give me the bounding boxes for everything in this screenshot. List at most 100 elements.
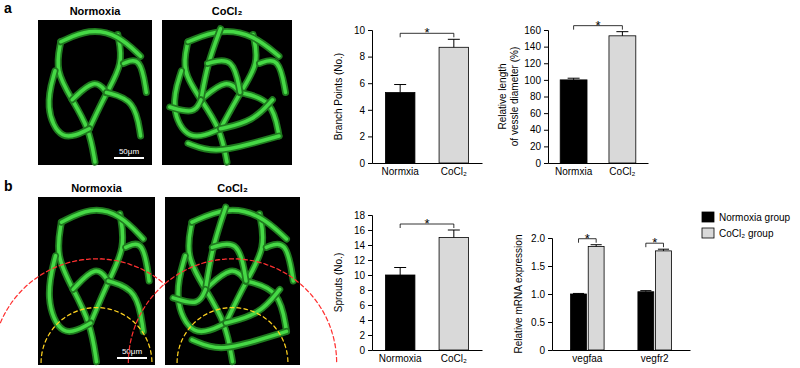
image-title: CoCl₂ — [212, 5, 243, 17]
y-tick-label: 0 — [359, 345, 365, 356]
y-tick: 14 — [354, 240, 372, 251]
y-tick: 2.0 — [531, 233, 552, 244]
bar — [385, 275, 415, 350]
vessel-glow — [221, 100, 273, 129]
image-panel — [162, 20, 292, 165]
plot-marks — [385, 230, 468, 350]
y-tick-mark — [368, 230, 372, 231]
y-tick: 2 — [359, 131, 372, 142]
vessel — [188, 31, 279, 56]
y-tick: 10 — [354, 270, 372, 281]
y-tick-label: 6 — [359, 300, 365, 311]
y-tick-mark — [368, 320, 372, 321]
error-bar — [616, 32, 628, 36]
plot-marks — [385, 39, 468, 163]
y-tick-label: 4 — [359, 105, 365, 116]
vessel — [61, 31, 141, 56]
vessel — [73, 271, 108, 289]
vessel — [173, 289, 205, 302]
y-tick-label: 140 — [524, 41, 541, 52]
y-axis: 024681012141618 — [354, 210, 373, 356]
vessel — [108, 281, 143, 331]
y-tick-mark — [544, 47, 548, 48]
bar-chart: 024681012141618NormoxiaCoCl₂Sprouts (No.… — [333, 210, 483, 364]
x-tick: CoCl₂ — [441, 353, 467, 364]
y-tick-mark — [368, 305, 372, 306]
significance-label: * — [595, 18, 600, 33]
legend: Normoxia groupCoCl₂ group — [702, 212, 791, 239]
y-tick: 1.0 — [531, 289, 552, 300]
significance-label: * — [424, 25, 429, 40]
y-tick-mark — [548, 266, 552, 267]
scale-bar — [114, 157, 144, 159]
vessel — [106, 93, 140, 137]
legend-label: CoCl₂ group — [719, 228, 774, 239]
y-tick-mark — [368, 30, 372, 31]
y-tick-mark — [368, 290, 372, 291]
y-tick: 6 — [359, 78, 372, 89]
y-tick-label: 160 — [524, 25, 541, 36]
y-axis-title: Sprouts (No.) — [333, 253, 344, 312]
y-tick-mark — [544, 130, 548, 131]
significance-label: * — [424, 216, 429, 231]
y-tick-label: 1.5 — [531, 261, 545, 272]
y-tick-label: 10 — [354, 25, 366, 36]
outer-zone — [128, 259, 336, 363]
y-tick-mark — [544, 80, 548, 81]
legend-swatch — [702, 228, 714, 238]
vessel-glow — [173, 289, 205, 302]
bar — [609, 36, 636, 163]
y-tick: 6 — [359, 300, 372, 311]
error-bar — [573, 293, 584, 295]
bar — [439, 47, 469, 163]
error-bar — [394, 85, 406, 93]
x-axis: vegfaavegfr2 — [553, 351, 691, 365]
x-tick: Normxia — [382, 166, 420, 177]
vessel-glow — [58, 42, 95, 162]
y-axis-line — [368, 31, 373, 164]
vessel-glow — [188, 136, 279, 150]
y-tick-label: 8 — [359, 285, 365, 296]
error-bar — [658, 249, 669, 251]
bar-chart: 00.51.01.52.0vegfaavegfr2Relative mRNA e… — [513, 212, 791, 364]
y-axis-title: of vessle diameter (%) — [509, 47, 520, 146]
vessel — [221, 100, 273, 129]
image-background — [162, 20, 292, 165]
vessel — [226, 289, 280, 323]
y-axis-line — [544, 31, 549, 164]
significance-label: * — [652, 235, 657, 250]
y-tick-mark — [368, 215, 372, 216]
vessel-glow — [192, 210, 287, 239]
panel-label: b — [4, 178, 13, 194]
x-tick: CoCl₂ — [441, 166, 467, 177]
y-tick-mark — [544, 113, 548, 114]
vessel — [58, 42, 95, 162]
y-axis-title: Relative length — [497, 63, 508, 129]
y-tick-label: 2 — [359, 131, 365, 142]
image-panel: 50μm — [38, 20, 152, 165]
bar — [588, 246, 604, 350]
y-tick: 8 — [359, 51, 372, 62]
y-tick-mark — [544, 30, 548, 31]
y-tick-label: 12 — [354, 255, 366, 266]
scale-bar-label: 50μm — [122, 347, 143, 356]
y-tick-label: 20 — [530, 141, 542, 152]
x-tick: Normxia — [555, 166, 593, 177]
y-tick-mark — [368, 136, 372, 137]
y-tick-label: 16 — [354, 225, 366, 236]
vessel-glow — [126, 244, 149, 281]
x-axis: Normxia CoCl₂ — [373, 164, 483, 178]
vessel — [49, 71, 89, 136]
y-axis-line — [548, 239, 553, 351]
bar-chart: 020406080100120140160NormxiaCoCl₂Relativ… — [497, 18, 649, 177]
y-tick: 60 — [530, 108, 548, 119]
y-axis-title: Relative mRNA expression — [513, 235, 524, 354]
y-tick-label: 100 — [524, 75, 541, 86]
vessel-glow — [49, 71, 89, 136]
y-tick-label: 8 — [359, 51, 365, 62]
y-tick-mark — [548, 322, 552, 323]
vessel-glow — [72, 84, 106, 100]
y-tick-label: 2.0 — [531, 233, 545, 244]
x-axis: NormoxiaCoCl₂ — [373, 351, 483, 365]
x-tick-label: Normxia — [555, 166, 593, 177]
